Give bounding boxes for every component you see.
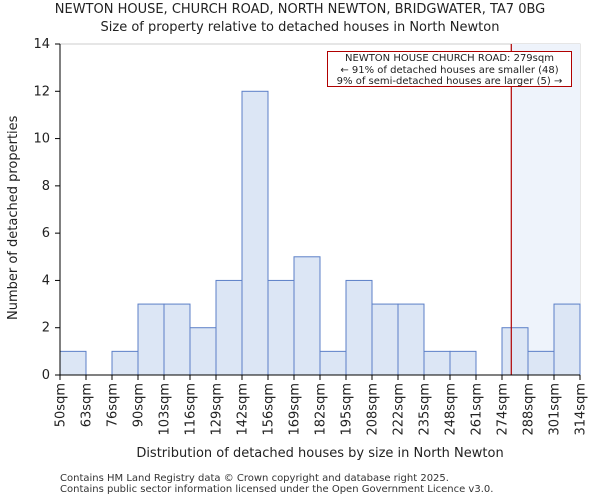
bar-274sqm bbox=[501, 327, 529, 376]
x-tick-label: 208sqm bbox=[366, 383, 381, 436]
y-tick-label: 12 bbox=[33, 84, 50, 99]
y-tick-label: 8 bbox=[42, 179, 50, 194]
x-tick-label: 63sqm bbox=[80, 383, 95, 427]
bar-248sqm bbox=[449, 350, 477, 376]
y-tick-label: 2 bbox=[42, 321, 50, 336]
chart-title: NEWTON HOUSE, CHURCH ROAD, NORTH NEWTON,… bbox=[54, 2, 546, 17]
y-tick-label: 0 bbox=[42, 368, 50, 383]
bar-103sqm bbox=[163, 303, 191, 376]
y-tick-label: 4 bbox=[42, 273, 50, 288]
x-tick-label: 222sqm bbox=[392, 383, 407, 436]
footer-licence: Contains public sector information licen… bbox=[60, 484, 494, 495]
x-tick-label: 301sqm bbox=[548, 383, 563, 436]
bar-142sqm bbox=[241, 90, 269, 376]
bar-129sqm bbox=[215, 279, 243, 376]
bar-195sqm bbox=[345, 279, 373, 376]
bar-301sqm bbox=[553, 303, 581, 376]
y-tick-label: 10 bbox=[33, 132, 50, 147]
chart-subtitle: Size of property relative to detached ho… bbox=[100, 20, 500, 35]
x-tick-label: 76sqm bbox=[106, 383, 121, 427]
bar-156sqm bbox=[267, 279, 295, 376]
bar-235sqm bbox=[423, 350, 451, 376]
y-axis-label: Number of detached properties bbox=[6, 115, 21, 320]
bar-182sqm bbox=[319, 350, 347, 376]
x-tick-label: 129sqm bbox=[210, 383, 225, 436]
x-tick-label: 169sqm bbox=[288, 383, 303, 436]
y-tick-label: 14 bbox=[33, 37, 50, 52]
x-tick-label: 182sqm bbox=[314, 383, 329, 436]
x-tick-label: 142sqm bbox=[236, 383, 251, 436]
bar-76sqm bbox=[111, 350, 139, 376]
x-tick-label: 288sqm bbox=[522, 383, 537, 436]
x-tick-label: 314sqm bbox=[574, 383, 589, 436]
x-tick-label: 156sqm bbox=[262, 383, 277, 436]
bar-116sqm bbox=[189, 327, 217, 376]
bar-169sqm bbox=[293, 256, 321, 376]
y-tick-label: 6 bbox=[42, 226, 50, 241]
x-tick-label: 50sqm bbox=[54, 383, 69, 427]
bar-90sqm bbox=[137, 303, 165, 376]
property-annotation: NEWTON HOUSE CHURCH ROAD: 279sqm ← 91% o… bbox=[327, 51, 572, 87]
annotation-larger: 9% of semi-detached houses are larger (5… bbox=[336, 76, 563, 87]
x-tick-label: 274sqm bbox=[496, 383, 511, 436]
bar-222sqm bbox=[397, 303, 425, 376]
x-tick-label: 248sqm bbox=[444, 383, 459, 436]
annotation-title: NEWTON HOUSE CHURCH ROAD: 279sqm bbox=[345, 53, 554, 64]
x-axis-label: Distribution of detached houses by size … bbox=[136, 446, 504, 461]
annotation-smaller: ← 91% of detached houses are smaller (48… bbox=[340, 64, 559, 76]
bar-288sqm bbox=[527, 350, 555, 376]
x-tick-label: 103sqm bbox=[158, 383, 173, 436]
x-tick-label: 90sqm bbox=[132, 383, 147, 427]
bar-50sqm bbox=[59, 350, 87, 376]
bar-208sqm bbox=[371, 303, 399, 376]
x-tick-label: 195sqm bbox=[340, 383, 355, 436]
x-tick-label: 261sqm bbox=[470, 383, 485, 436]
x-tick-label: 235sqm bbox=[418, 383, 433, 436]
x-tick-label: 116sqm bbox=[184, 383, 199, 436]
footer-copyright: Contains HM Land Registry data © Crown c… bbox=[60, 473, 449, 484]
